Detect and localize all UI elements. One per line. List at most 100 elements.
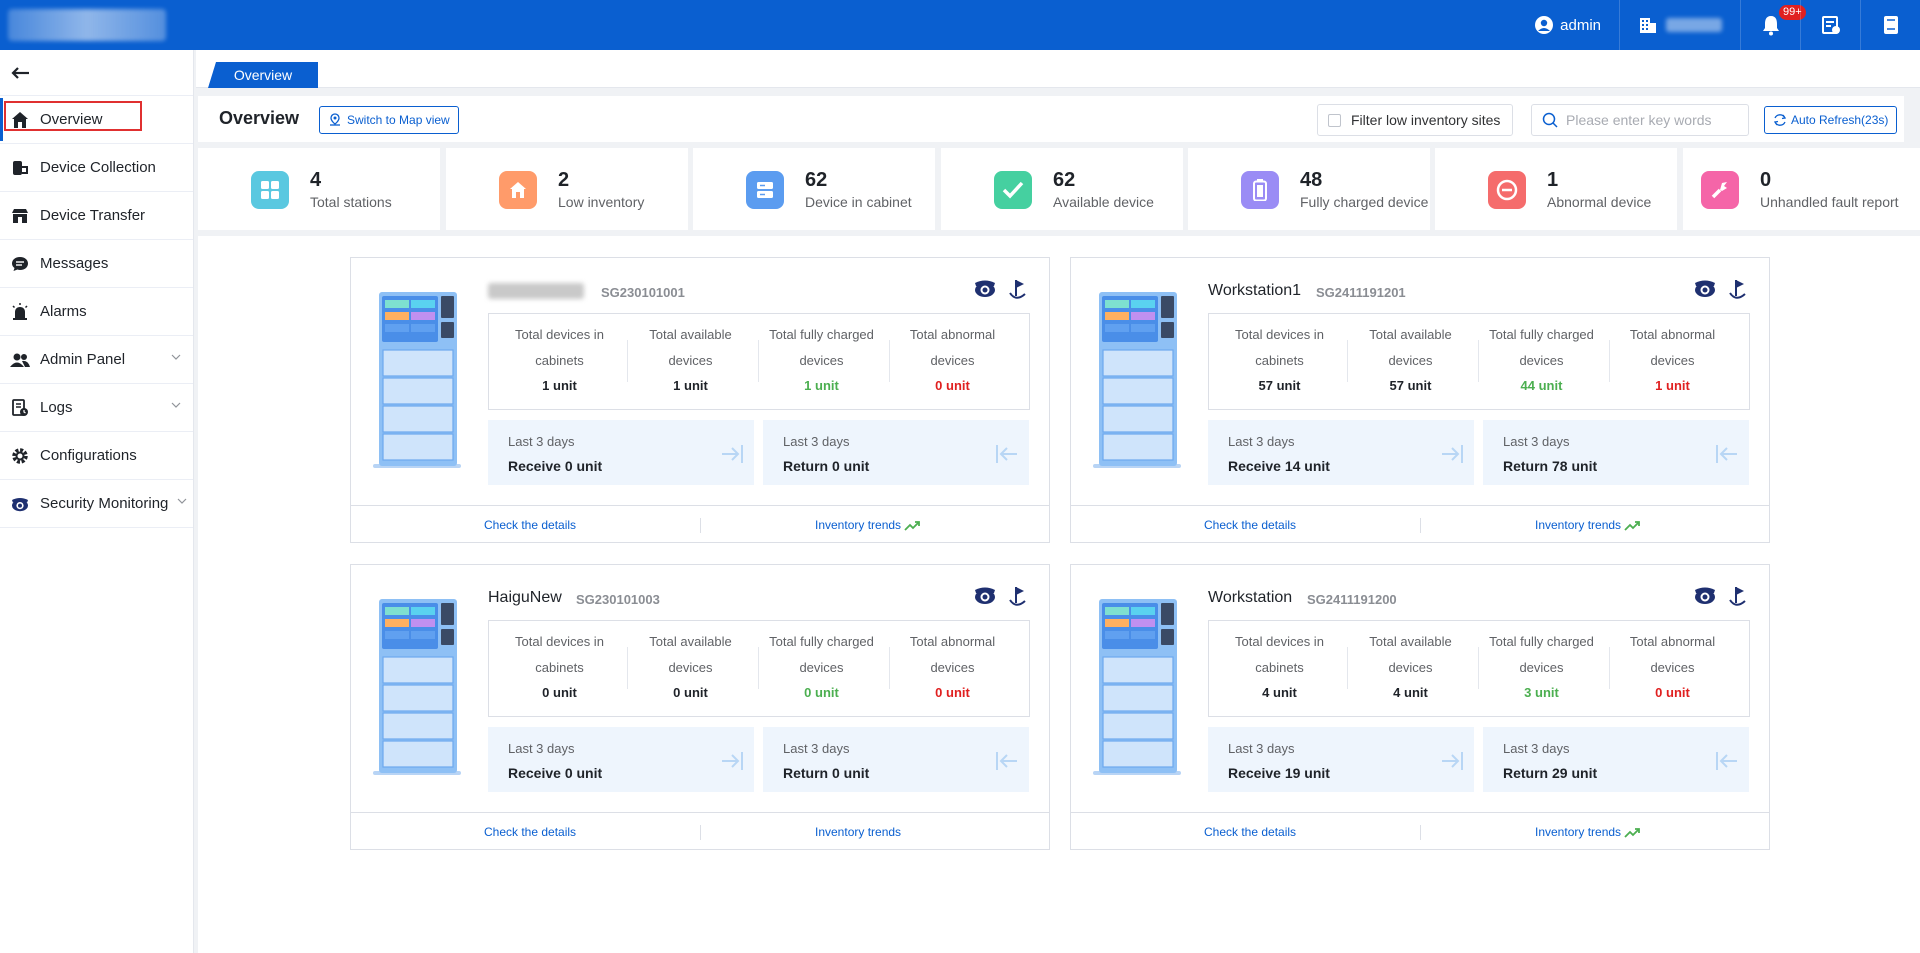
total-in-cabinets-value: 57 unit: [1258, 378, 1301, 393]
station-card: HaiguNew SG230101003 Total devices in ca…: [350, 564, 1050, 850]
report-icon: [1821, 16, 1840, 34]
organization-selector[interactable]: [1619, 0, 1740, 50]
return-arrow-icon: [1716, 444, 1738, 464]
total-charged: Total fully charged devices 0 unit: [756, 621, 887, 718]
stat-label: Available device: [1053, 194, 1154, 210]
stat-low-inventory[interactable]: 2 Low inventory: [446, 148, 688, 230]
notifications-button[interactable]: 99+: [1740, 0, 1806, 50]
filter-low-inventory-checkbox[interactable]: [1328, 113, 1341, 127]
inventory-trends-link[interactable]: Inventory trends: [1535, 825, 1641, 839]
stat-device-in-cabinet[interactable]: 62 Device in cabinet: [693, 148, 935, 230]
total-charged-value: 0 unit: [804, 685, 839, 700]
auto-refresh-button[interactable]: Auto Refresh(23s): [1764, 106, 1898, 134]
total-abnormal-label: Total abnormal devices: [1629, 327, 1716, 368]
receive-arrow-icon: [1441, 444, 1463, 464]
tab-overview[interactable]: Overview: [208, 62, 318, 88]
sidebar-item-alarms[interactable]: Alarms: [0, 288, 193, 336]
cabinet-illustration: [372, 291, 462, 468]
return-period: Last 3 days: [1503, 741, 1570, 756]
sidebar-item-overview[interactable]: Overview: [0, 96, 193, 144]
total-in-cabinets-label: Total devices in cabinets: [1235, 634, 1324, 675]
stat-value: 4: [310, 169, 322, 191]
sidebar-item-logs[interactable]: Logs: [0, 384, 193, 432]
app-logo: [8, 9, 166, 41]
station-id: SG230101001: [601, 285, 685, 300]
stat-unhandled-fault-report[interactable]: 0 Unhandled fault report: [1683, 148, 1920, 230]
stat-available-device[interactable]: 62 Available device: [941, 148, 1183, 230]
top-bar-actions: admin 99+: [1516, 0, 1920, 50]
filter-low-inventory[interactable]: Filter low inventory sites: [1317, 104, 1513, 136]
stat-fully-charged-device[interactable]: 48 Fully charged device: [1188, 148, 1430, 230]
receive-value: Receive 0 unit: [508, 458, 603, 474]
receive-summary: Last 3 days Receive 0 unit: [488, 727, 754, 792]
camera-icon[interactable]: [973, 585, 997, 605]
logs-icon: [10, 398, 30, 418]
return-value: Return 78 unit: [1503, 458, 1598, 474]
stat-abnormal-device[interactable]: 1 Abnormal device: [1435, 148, 1677, 230]
check-details-link[interactable]: Check the details: [1204, 518, 1297, 532]
user-name: admin: [1560, 16, 1601, 34]
stat-total-stations[interactable]: 4 Total stations: [198, 148, 440, 230]
inventory-trends-label: Inventory trends: [1535, 825, 1622, 839]
receive-period: Last 3 days: [508, 434, 575, 449]
sidebar-item-admin-panel[interactable]: Admin Panel: [0, 336, 193, 384]
sidebar-item-label: Device Transfer: [40, 207, 146, 224]
organization-name-redacted: [1666, 18, 1722, 32]
return-value: Return 29 unit: [1503, 765, 1598, 781]
total-abnormal-label: Total abnormal devices: [909, 327, 996, 368]
chevron-down-icon: [177, 498, 187, 504]
location-pin-icon[interactable]: [1727, 278, 1749, 300]
stations-content: SG230101001 Total devices in cabinets 1 u…: [198, 236, 1920, 953]
location-pin-icon[interactable]: [1727, 585, 1749, 607]
camera-icon[interactable]: [973, 278, 997, 298]
sidebar-item-device-transfer[interactable]: Device Transfer: [0, 192, 193, 240]
search-box[interactable]: [1531, 104, 1749, 136]
station-name-redacted: [488, 282, 584, 299]
sidebar-item-device-collection[interactable]: Device Collection: [0, 144, 193, 192]
location-pin-icon[interactable]: [1007, 585, 1029, 607]
camera-icon[interactable]: [1693, 278, 1717, 298]
total-in-cabinets-value: 0 unit: [542, 685, 577, 700]
receive-period: Last 3 days: [1228, 434, 1295, 449]
user-menu[interactable]: admin: [1516, 0, 1619, 50]
chat-icon: [10, 254, 30, 274]
stat-value: 62: [805, 169, 828, 191]
sidebar-item-messages[interactable]: Messages: [0, 240, 193, 288]
report-button[interactable]: [1800, 0, 1860, 50]
return-summary: Last 3 days Return 0 unit: [763, 727, 1029, 792]
refresh-icon: [1773, 114, 1787, 126]
check-details-link[interactable]: Check the details: [484, 518, 577, 532]
switch-map-view-button[interactable]: Switch to Map view: [319, 106, 459, 134]
station-totals: Total devices in cabinets 0 unit Total av…: [488, 620, 1030, 717]
manual-button[interactable]: [1860, 0, 1920, 50]
stat-label: Total stations: [310, 194, 392, 210]
inventory-trends-link[interactable]: Inventory trends: [1535, 518, 1641, 532]
stat-label: Unhandled fault report: [1760, 194, 1899, 210]
camera-icon: [10, 494, 30, 514]
collapse-sidebar-button[interactable]: [0, 50, 193, 96]
card-footer: Check the details Inventory trends: [1071, 812, 1769, 850]
sidebar-item-configurations[interactable]: Configurations: [0, 432, 193, 480]
stat-label: Fully charged device: [1300, 194, 1429, 210]
total-available-label: Total available devices: [1369, 634, 1452, 675]
tab-strip: Overview: [196, 50, 1920, 88]
total-available: Total available devices 4 unit: [1345, 621, 1476, 718]
return-summary: Last 3 days Return 29 unit: [1483, 727, 1749, 792]
building-icon: [1640, 18, 1656, 33]
inventory-trends-link[interactable]: Inventory trends: [815, 825, 901, 839]
station-totals: Total devices in cabinets 57 unit Total a…: [1208, 313, 1750, 410]
total-abnormal-label: Total abnormal devices: [909, 634, 996, 675]
location-pin-icon[interactable]: [1007, 278, 1029, 300]
check-details-link[interactable]: Check the details: [484, 825, 577, 839]
cabinet-illustration: [1092, 291, 1182, 468]
return-arrow-icon: [996, 751, 1018, 771]
inventory-trends-link[interactable]: Inventory trends: [815, 518, 921, 532]
trend-up-icon: [904, 521, 920, 532]
total-in-cabinets: Total devices in cabinets 1 unit: [494, 314, 625, 411]
sidebar-item-security-monitoring[interactable]: Security Monitoring: [0, 480, 193, 528]
search-input[interactable]: [1566, 112, 1736, 128]
camera-icon[interactable]: [1693, 585, 1717, 605]
receive-summary: Last 3 days Receive 19 unit: [1208, 727, 1474, 792]
total-charged-value: 1 unit: [804, 378, 839, 393]
check-details-link[interactable]: Check the details: [1204, 825, 1297, 839]
